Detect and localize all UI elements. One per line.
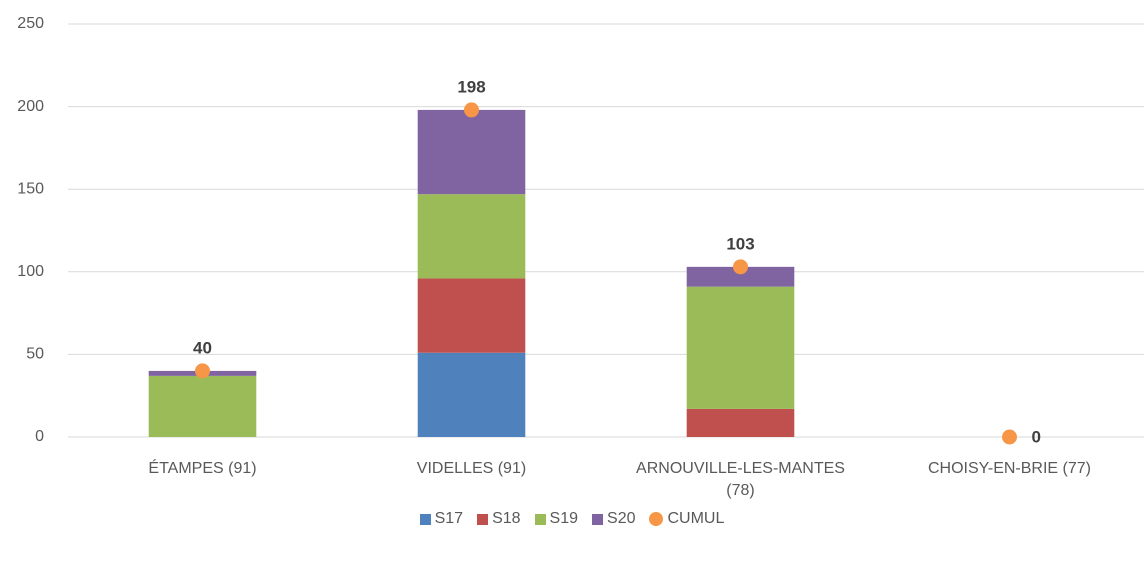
legend-swatch [477,513,489,525]
y-tick-label: 200 [17,98,44,115]
legend-label: S18 [492,510,521,527]
y-tick-label: 50 [26,346,44,363]
legend-swatch [592,513,604,525]
y-tick-label: 250 [17,15,44,32]
legend-label: CUMUL [667,510,725,527]
bar [417,278,526,353]
x-tick-label: CHOISY-EN-BRIE (77) [928,460,1091,477]
bar [148,375,257,437]
bar [686,266,795,287]
bar [686,286,795,409]
legend-item: S20 [592,510,635,528]
legend-item: S17 [419,510,464,528]
legend-swatch [534,513,546,525]
x-tick-label: VIDELLES (91) [416,460,527,477]
legend-label: S17 [434,510,464,527]
y-tick-label: 100 [17,263,44,280]
data-label: 103 [726,234,754,253]
legend-swatch [649,512,664,526]
legend-item: S18 [477,510,521,528]
x-tick-label: ARNOUVILLE-LES-MANTES (78) [636,460,845,499]
bar [417,109,526,195]
legend-item: CUMUL [649,510,724,528]
x-tick-label: ÉTAMPES (91) [148,460,257,477]
legend-item: S19 [534,510,579,528]
legend: S17 S18 S19 S20 CUMUL [0,510,1144,528]
data-label: 40 [193,338,212,357]
cumul-dot [733,259,748,275]
data-label: 198 [457,77,485,96]
cumul-dot [464,102,479,118]
cumul-dot [195,363,210,379]
bar [417,194,526,279]
legend-swatch [419,513,431,525]
bar [686,408,795,437]
y-tick-label: 0 [35,428,44,445]
y-tick-label: 150 [17,180,44,197]
cumul-dot [1002,429,1017,445]
bar [417,352,526,437]
legend-label: S20 [607,510,636,527]
legend-label: S19 [549,510,579,527]
data-label: 0 [1032,427,1041,446]
